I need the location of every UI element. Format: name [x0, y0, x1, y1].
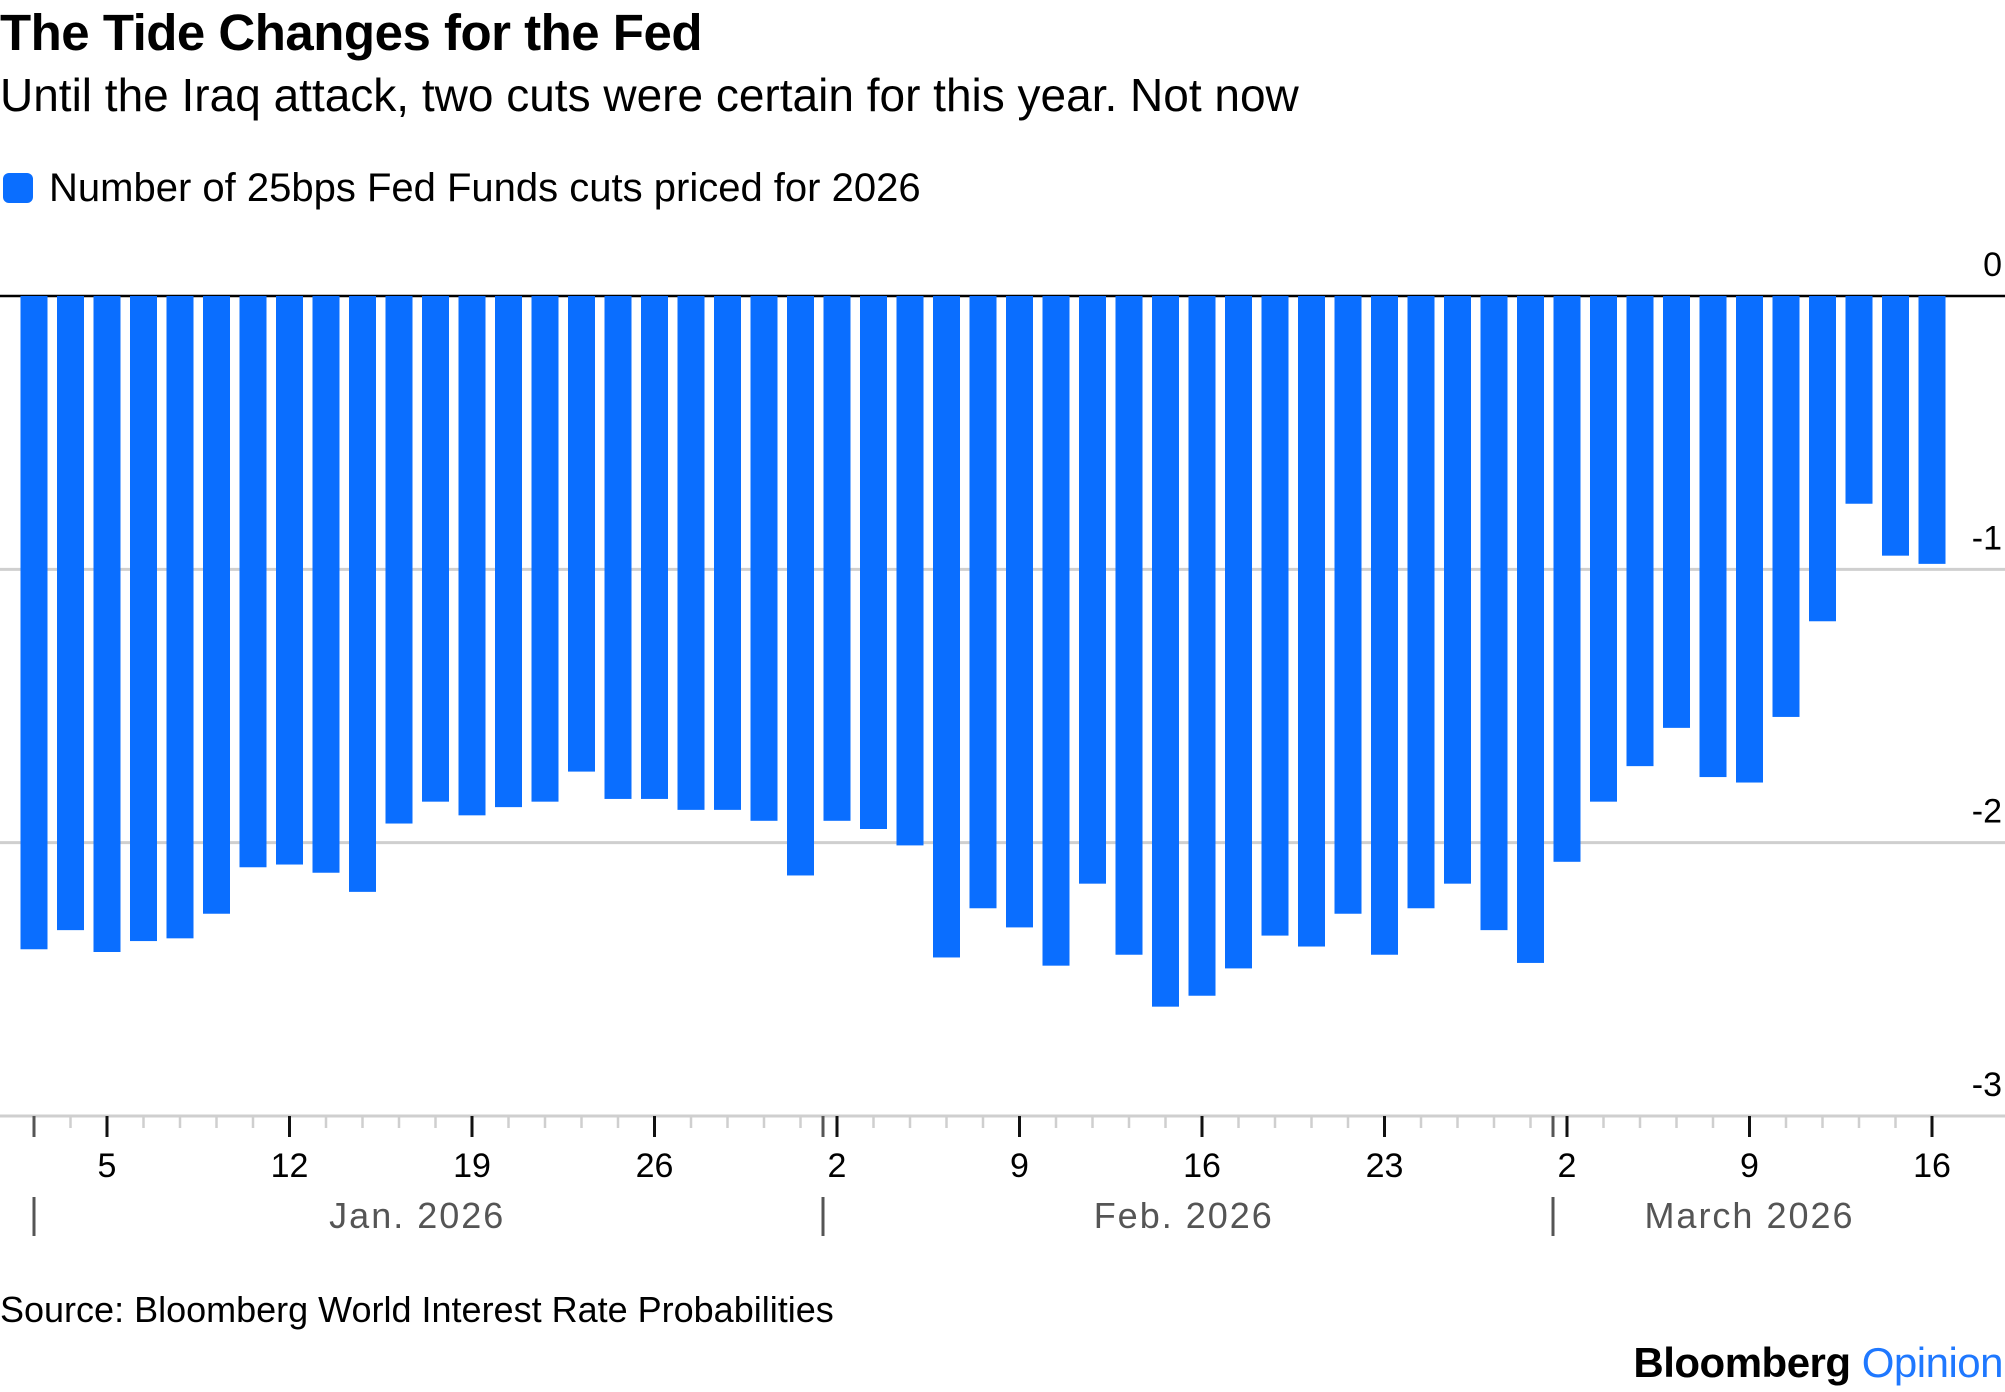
bar	[495, 296, 522, 808]
y-axis: 0 -1 -2 -3	[1972, 246, 2002, 1104]
bar	[1517, 296, 1544, 963]
bar	[385, 296, 413, 824]
bar	[1809, 296, 1836, 622]
bar	[1772, 296, 1800, 717]
bar	[1480, 296, 1508, 931]
y-tick-label: -3	[1972, 1066, 2002, 1104]
bar	[896, 296, 924, 846]
bar	[276, 296, 303, 865]
bar	[1261, 296, 1289, 936]
bar	[1152, 296, 1179, 1007]
bar	[1699, 296, 1727, 778]
bar	[130, 296, 157, 942]
bar	[458, 296, 486, 816]
bar	[568, 296, 595, 772]
source-note: Source: Bloomberg World Interest Rate Pr…	[0, 1289, 834, 1330]
bar	[1115, 296, 1143, 955]
bar	[1444, 296, 1471, 884]
bar	[1882, 296, 1909, 556]
bar	[641, 296, 668, 799]
bar	[239, 296, 267, 868]
x-tick-label: 2	[1558, 1147, 1577, 1185]
legend-swatch	[3, 173, 33, 203]
bar	[823, 296, 851, 821]
x-tick-label: 5	[98, 1147, 117, 1185]
bar	[1334, 296, 1362, 914]
bar	[166, 296, 194, 939]
brand-secondary: Opinion	[1861, 1339, 2004, 1386]
bar	[1845, 296, 1873, 504]
bar	[604, 296, 632, 799]
bar	[312, 296, 340, 873]
bar	[933, 296, 960, 958]
bars	[20, 296, 1946, 1007]
bar	[422, 296, 449, 802]
chart-title: The Tide Changes for the Fed	[0, 4, 702, 61]
month-label: Feb. 2026	[1094, 1195, 1274, 1236]
x-tick-label: 2	[828, 1147, 847, 1185]
chart-subtitle: Until the Iraq attack, two cuts were cer…	[0, 69, 1299, 121]
y-tick-label: -2	[1972, 793, 2002, 831]
bar	[1225, 296, 1252, 969]
legend-label: Number of 25bps Fed Funds cuts priced fo…	[49, 166, 921, 210]
bar	[969, 296, 997, 909]
bar	[787, 296, 814, 876]
month-label: March 2026	[1644, 1195, 1854, 1236]
brand-logo: Bloomberg Opinion	[1633, 1338, 2003, 1388]
x-tick-label: 9	[1010, 1147, 1029, 1185]
x-axis: 5 12 19 26 2 9 16 23 2 9 16 Jan. 2026 Feb. 2026 March…	[0, 1114, 2005, 1236]
bar	[1553, 296, 1581, 862]
bar	[1407, 296, 1435, 909]
x-tick-label: 26	[636, 1147, 674, 1185]
bar	[1918, 296, 1946, 564]
bar	[750, 296, 778, 821]
bar	[1590, 296, 1617, 802]
legend: Number of 25bps Fed Funds cuts priced fo…	[3, 164, 921, 212]
bar	[1371, 296, 1398, 955]
y-tick-label: 0	[1983, 246, 2002, 284]
bar	[1006, 296, 1033, 928]
bar	[1736, 296, 1763, 783]
bar	[349, 296, 376, 892]
bar	[1042, 296, 1070, 966]
month-label: Jan. 2026	[329, 1195, 505, 1236]
bar	[860, 296, 887, 829]
bar	[1188, 296, 1216, 996]
bar	[1298, 296, 1325, 947]
bar	[20, 296, 48, 950]
bar	[1079, 296, 1106, 884]
bar	[203, 296, 230, 914]
bar	[677, 296, 705, 810]
x-tick-label: 16	[1183, 1147, 1221, 1185]
x-tick-label: 12	[271, 1147, 309, 1185]
x-tick-label: 19	[453, 1147, 491, 1185]
x-tick-label: 23	[1366, 1147, 1404, 1185]
x-tick-label: 16	[1913, 1147, 1951, 1185]
bar	[1626, 296, 1654, 767]
bar	[57, 296, 84, 931]
bar	[531, 296, 559, 802]
bar	[1663, 296, 1690, 728]
bar	[93, 296, 121, 952]
bar	[714, 296, 741, 810]
y-tick-label: -1	[1972, 519, 2002, 557]
x-tick-label: 9	[1740, 1147, 1759, 1185]
brand-primary: Bloomberg	[1633, 1339, 1851, 1386]
